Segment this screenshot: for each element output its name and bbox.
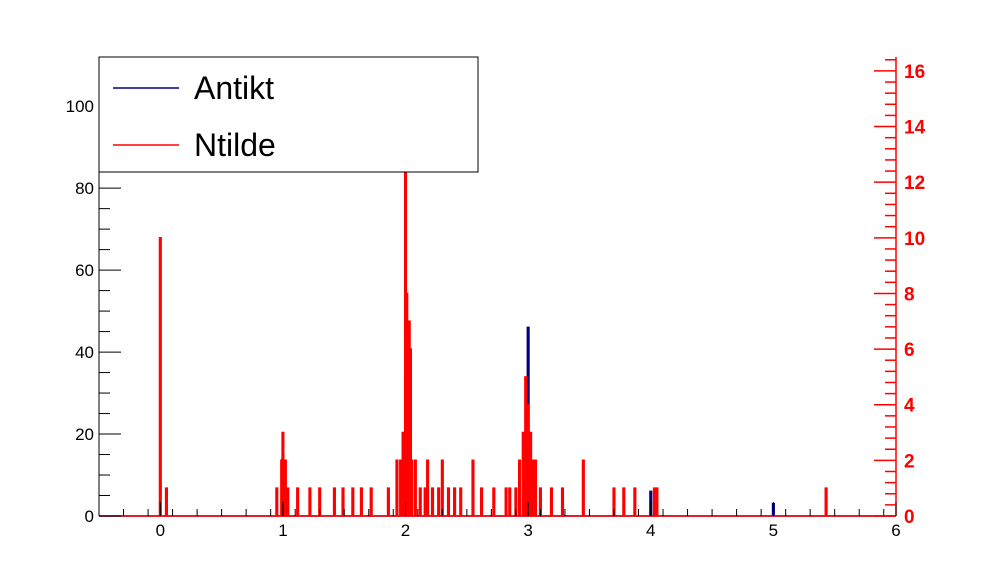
y-left-tick-label: 100 (66, 97, 94, 116)
y-right-tick-label: 12 (904, 173, 925, 194)
y-left-tick-label: 20 (75, 425, 94, 444)
x-tick-label: 0 (156, 521, 165, 540)
y-right-tick-label: 6 (904, 340, 915, 361)
x-tick-label: 3 (523, 521, 532, 540)
x-tick-label: 5 (769, 521, 778, 540)
y-right-tick-label: 4 (904, 396, 915, 417)
series-line-antikt (99, 326, 896, 517)
legend: Antikt Ntilde (98, 56, 479, 173)
x-tick-label: 6 (891, 521, 900, 540)
y-right-tick-label: 2 (904, 451, 915, 472)
y-left-tick-label: 60 (75, 261, 94, 280)
y-left-tick-label: 40 (75, 343, 94, 362)
y-right-tick-label: 10 (904, 229, 925, 250)
series-line-ntilde (99, 167, 896, 517)
y-right-tick-label: 14 (904, 118, 926, 139)
y-right-tick-label: 16 (904, 62, 925, 83)
legend-label-ntilde: Ntilde (194, 127, 276, 163)
x-tick-label: 2 (401, 521, 410, 540)
legend-label-antikt: Antikt (194, 70, 274, 106)
y-left-tick-label: 80 (75, 179, 94, 198)
x-tick-label: 4 (646, 521, 655, 540)
y-right-tick-label: 8 (904, 284, 915, 305)
x-tick-label: 1 (278, 521, 287, 540)
legend-box (98, 56, 479, 173)
y-left-tick-label: 0 (85, 507, 94, 526)
y-right-tick-label: 0 (904, 507, 915, 528)
series-layer (99, 167, 896, 517)
